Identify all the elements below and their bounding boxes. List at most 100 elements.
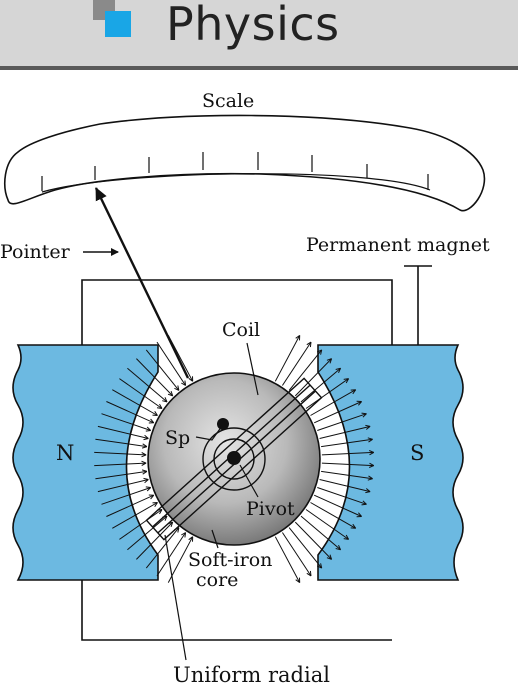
field-line-left-0 (167, 536, 194, 583)
field-arrowhead-right-11 (369, 450, 375, 456)
field-line-right-9 (319, 425, 371, 439)
square-bullet-icon (105, 11, 131, 37)
soft-iron-core-label-line2: core (196, 569, 238, 591)
field-arrowhead-left-22 (181, 380, 187, 386)
field-line-right-20 (294, 521, 332, 560)
field-arrowhead-left-19 (162, 397, 168, 403)
field-line-left-19 (127, 367, 168, 403)
scale-arc (41, 173, 431, 193)
field-arrowhead-left-13 (141, 443, 148, 449)
field-line-right-3 (294, 358, 332, 397)
field-arrowhead-right-5 (343, 378, 350, 384)
field-line-right-23 (274, 536, 301, 583)
field-arrowhead-left-23 (188, 376, 194, 382)
field-arrowhead-right-1 (306, 341, 312, 348)
field-arrowhead-right-17 (350, 523, 357, 529)
field-line-right-7 (313, 401, 362, 424)
field-line-left-16 (106, 401, 155, 424)
field-arrowhead-left-17 (152, 411, 158, 416)
field-line-left-7 (106, 494, 155, 517)
field-line-right-18 (305, 509, 349, 540)
field-arrowhead-right-14 (365, 488, 371, 494)
field-arrowhead-left-10 (141, 469, 148, 475)
coil-label: Coil (222, 319, 260, 341)
pivot-leader (239, 464, 259, 498)
page-title: Physics (166, 0, 340, 51)
field-line-left-6 (112, 502, 158, 529)
field-arrowhead-right-2 (316, 349, 323, 355)
field-line-right-19 (300, 515, 341, 551)
field-arrowhead-left-20 (167, 390, 174, 397)
scale-label: Scale (202, 90, 254, 112)
field-line-left-21 (145, 349, 180, 391)
field-line-left-22 (156, 341, 187, 386)
pointer-label: Pointer (0, 241, 71, 263)
field-line-left-20 (136, 358, 174, 397)
field-line-left-12 (94, 451, 147, 456)
field-arrowhead-left-18 (156, 403, 163, 409)
field-line-right-12 (321, 462, 374, 467)
field-line-left-13 (95, 438, 147, 448)
field-line-left-11 (94, 462, 147, 467)
field-arrowhead-left-1 (181, 532, 187, 538)
field-arrowhead-right-18 (343, 534, 350, 540)
magnet-yoke-bottom (81, 580, 392, 641)
field-arrowhead-right-22 (306, 570, 312, 577)
field-line-right-4 (300, 367, 341, 403)
field-line-left-15 (101, 413, 151, 431)
field-arrowhead-right-6 (350, 389, 357, 395)
field-line-left-10 (95, 470, 147, 480)
field-arrowhead-left-14 (143, 434, 149, 441)
header-divider (0, 66, 518, 70)
spring-outer (202, 427, 266, 491)
field-line-right-1 (281, 341, 312, 386)
field-line-right-13 (321, 470, 373, 480)
scale-body (4, 114, 486, 212)
magnet-yoke-top (81, 279, 393, 352)
field-line-right-6 (310, 389, 356, 416)
field-arrowhead-left-15 (145, 426, 152, 432)
field-line-left-5 (119, 509, 163, 540)
field-arrowhead-right-12 (369, 462, 375, 468)
field-arrowhead-right-20 (326, 554, 333, 560)
field-line-right-8 (317, 413, 367, 431)
soft-iron-core-label-line1: Soft-iron (188, 549, 272, 571)
field-arrowhead-left-12 (141, 452, 147, 458)
field-line-left-8 (101, 487, 151, 505)
field-line-right-16 (313, 494, 362, 517)
field-line-right-22 (281, 532, 312, 577)
field-line-left-4 (127, 515, 168, 551)
magnet-north-pole (12, 344, 159, 581)
field-arrowhead-left-6 (152, 502, 158, 507)
field-arrowhead-right-8 (361, 412, 367, 418)
field-line-left-14 (97, 425, 149, 439)
header-bar (0, 0, 518, 66)
field-arrowhead-left-21 (174, 385, 180, 391)
field-arrowhead-right-21 (316, 563, 323, 569)
pivot-label: Pivot (246, 498, 295, 520)
field-arrowhead-left-7 (148, 494, 155, 500)
field-line-right-10 (321, 438, 373, 448)
field-arrowhead-left-9 (143, 477, 149, 484)
pointer (94, 187, 190, 379)
spring-anchor-dot (217, 418, 229, 430)
field-line-left-3 (136, 521, 174, 560)
field-line-right-17 (310, 502, 356, 529)
field-line-right-0 (274, 335, 301, 382)
pivot-dot (227, 451, 241, 465)
magnet-south-pole (317, 344, 464, 581)
scale-ticks (41, 152, 429, 191)
radial-field-lines (94, 334, 375, 584)
field-arrowhead-right-10 (367, 437, 373, 443)
field-arrowhead-right-16 (356, 512, 362, 518)
spring-label: Sp (165, 427, 190, 449)
field-line-right-2 (288, 349, 323, 391)
field-arrowhead-right-19 (335, 544, 342, 551)
field-line-left-1 (156, 532, 187, 577)
uniform-radial-label: Uniform radial (173, 663, 330, 687)
field-line-right-14 (319, 479, 371, 493)
field-line-left-9 (97, 479, 149, 493)
field-arrowhead-left-0 (188, 536, 194, 542)
permanent-magnet-label: Permanent magnet (306, 234, 490, 256)
field-arrowhead-right-9 (365, 424, 371, 430)
